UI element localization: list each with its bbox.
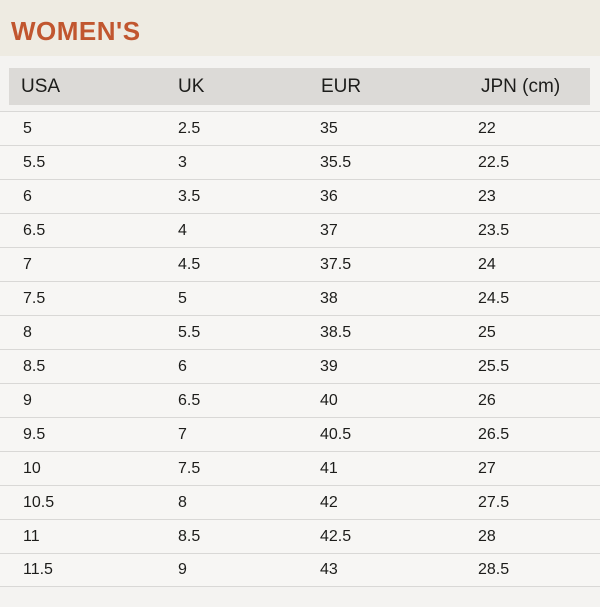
table-cell: 42 — [320, 493, 338, 511]
table-cell: 22 — [478, 119, 496, 137]
table-cell: 27.5 — [478, 493, 510, 511]
table-cell: 4.5 — [178, 255, 201, 273]
table-cell: 3 — [178, 153, 187, 171]
table-cell: 43 — [320, 561, 338, 578]
table-cell: 8.5 — [23, 357, 46, 375]
table-cell: 7.5 — [23, 289, 46, 307]
table-cell: 38.5 — [320, 323, 352, 341]
table-cell: 23 — [478, 187, 496, 205]
table-row: 9 6.5 40 26 — [0, 383, 600, 417]
table-cell: 26.5 — [478, 425, 510, 443]
table-cell: 42.5 — [320, 527, 352, 545]
table-cell: 10.5 — [23, 493, 55, 511]
table-cell: 7 — [178, 425, 187, 443]
table-cell: 7.5 — [178, 459, 201, 477]
size-conversion-table: USA UK EUR JPN (cm) 5 2.5 35 22 5.5 3 35.5 22.5… — [0, 68, 600, 587]
table-row: 6.5 4 37 23.5 — [0, 213, 600, 247]
table-cell: 8 — [23, 323, 32, 341]
column-header-uk: UK — [178, 75, 205, 97]
table-cell: 22.5 — [478, 153, 510, 171]
table-cell: 38 — [320, 289, 338, 307]
table-row: 9.5 7 40.5 26.5 — [0, 417, 600, 451]
table-cell: 24.5 — [478, 289, 510, 307]
table-cell: 5 — [178, 289, 187, 307]
table-cell: 5 — [23, 119, 32, 137]
table-row: 6 3.5 36 23 — [0, 179, 600, 213]
table-cell: 27 — [478, 459, 496, 477]
table-cell: 10 — [23, 459, 41, 477]
table-cell: 37 — [320, 221, 338, 239]
table-cell: 40.5 — [320, 425, 352, 443]
table-cell: 25.5 — [478, 357, 510, 375]
column-header-usa: USA — [21, 75, 61, 97]
table-row: 10.5 8 42 27.5 — [0, 485, 600, 519]
table-cell: 6 — [23, 187, 32, 205]
table-cell: 6.5 — [23, 221, 46, 239]
table-cell: 41 — [320, 459, 338, 477]
table-row: 11.5 9 43 28.5 — [0, 553, 600, 587]
table-cell: 9 — [23, 391, 32, 409]
table-cell: 24 — [478, 255, 496, 273]
table-cell: 3.5 — [178, 187, 201, 205]
table-cell: 5.5 — [23, 153, 46, 171]
table-row: 10 7.5 41 27 — [0, 451, 600, 485]
table-cell: 26 — [478, 391, 496, 409]
table-cell: 39 — [320, 357, 338, 375]
table-cell: 40 — [320, 391, 338, 409]
table-row: 7.5 5 38 24.5 — [0, 281, 600, 315]
table-cell: 7 — [23, 255, 32, 273]
table-cell: 35.5 — [320, 153, 352, 171]
table-row: 8.5 6 39 25.5 — [0, 349, 600, 383]
table-cell: 23.5 — [478, 221, 510, 239]
table-row: 8 5.5 38.5 25 — [0, 315, 600, 349]
table-cell: 8 — [178, 493, 187, 511]
table-cell: 6.5 — [178, 391, 201, 409]
page-title: WOMEN'S — [11, 16, 141, 46]
column-header-jpn: JPN (cm) — [481, 75, 561, 97]
table-cell: 25 — [478, 323, 496, 341]
table-cell: 2.5 — [178, 119, 201, 137]
table-cell: 11 — [23, 527, 40, 545]
table-cell: 35 — [320, 119, 338, 137]
table-cell: 37.5 — [320, 255, 352, 273]
table-row: 11 8.5 42.5 28 — [0, 519, 600, 553]
table-row: 7 4.5 37.5 24 — [0, 247, 600, 281]
table-body: 5 2.5 35 22 5.5 3 35.5 22.5 6 3.5 36 23 6.5 4 37 23.5 7 4… — [0, 111, 600, 587]
table-cell: 6 — [178, 357, 187, 375]
page-header: WOMEN'S — [0, 0, 600, 56]
table-cell: 11.5 — [23, 561, 53, 578]
table-row: 5.5 3 35.5 22.5 — [0, 145, 600, 179]
column-header-eur: EUR — [321, 75, 362, 97]
table-cell: 5.5 — [178, 323, 201, 341]
table-cell: 8.5 — [178, 527, 201, 545]
table-cell: 36 — [320, 187, 338, 205]
table-cell: 28 — [478, 527, 496, 545]
table-cell: 9 — [178, 561, 187, 578]
table-cell: 4 — [178, 221, 187, 239]
table-header-row: USA UK EUR JPN (cm) — [9, 68, 590, 105]
table-row: 5 2.5 35 22 — [0, 111, 600, 145]
table-cell: 9.5 — [23, 425, 46, 443]
table-cell: 28.5 — [478, 561, 510, 578]
